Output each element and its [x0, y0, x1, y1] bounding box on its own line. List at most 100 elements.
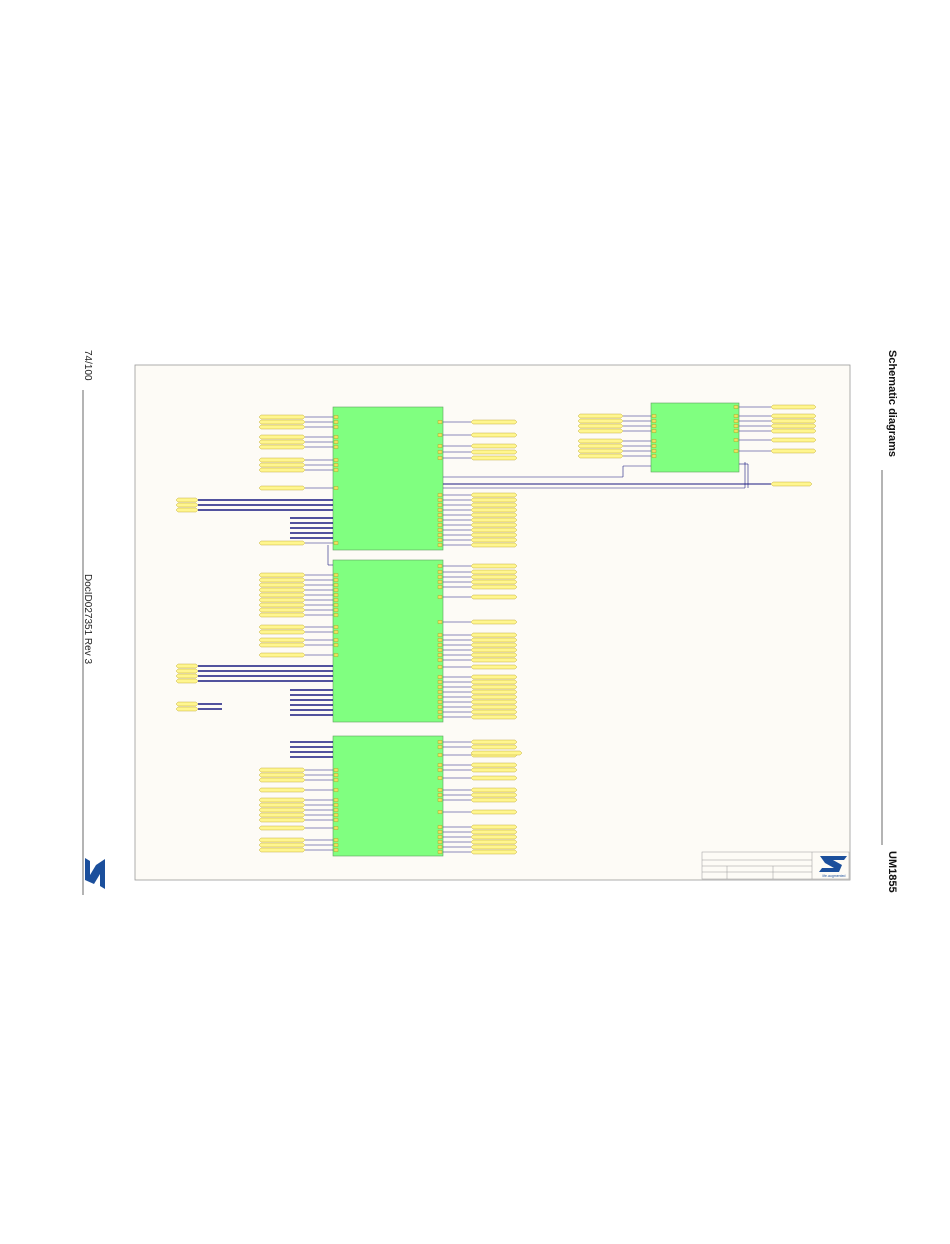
- pin: [733, 424, 739, 428]
- port-label: [258, 797, 306, 803]
- pin: [333, 653, 339, 657]
- port-label: [470, 527, 518, 533]
- pin: [437, 658, 443, 662]
- functional-block: [332, 559, 444, 723]
- port-label: [258, 457, 306, 463]
- pin: [437, 763, 443, 767]
- port-label: [258, 444, 306, 450]
- page-number: 74/100: [82, 350, 93, 381]
- port-label: [258, 842, 306, 848]
- port-label: [470, 647, 518, 653]
- schematic: [175, 402, 817, 857]
- port-label: [175, 673, 199, 679]
- port-label: [258, 597, 306, 603]
- pin: [437, 498, 443, 502]
- pin: [437, 564, 443, 568]
- port-label: [470, 443, 518, 449]
- pin: [437, 595, 443, 599]
- title-box: [701, 851, 850, 880]
- port-label: [470, 809, 518, 815]
- pin: [437, 456, 443, 460]
- port-label: [470, 574, 518, 580]
- port-label: [175, 502, 199, 508]
- pin: [437, 768, 443, 772]
- port-label: [470, 512, 518, 518]
- port-label: [770, 437, 817, 443]
- port-label: [470, 455, 518, 461]
- port-label: [258, 607, 306, 613]
- port-label: [470, 632, 518, 638]
- port-label: [470, 849, 518, 855]
- pin: [437, 585, 443, 589]
- port-label: [258, 424, 306, 430]
- port-label: [175, 663, 199, 669]
- pin: [333, 425, 339, 429]
- port-label: [470, 579, 518, 585]
- pin: [437, 513, 443, 517]
- port-label: [470, 694, 518, 700]
- port-label: [770, 423, 817, 429]
- pin: [333, 440, 339, 444]
- port-label: [470, 792, 518, 798]
- port-label: [577, 413, 624, 419]
- port-label: [470, 652, 518, 658]
- pin: [437, 835, 443, 839]
- port-label: [577, 428, 624, 434]
- pin: [333, 588, 339, 592]
- title-block: [701, 851, 850, 880]
- pin: [333, 848, 339, 852]
- pin: [437, 653, 443, 657]
- port-label: [470, 594, 518, 600]
- port-label: [258, 642, 306, 648]
- pin: [437, 753, 443, 757]
- pin: [437, 850, 443, 854]
- port-label: [770, 481, 813, 487]
- pin: [437, 793, 443, 797]
- pin: [333, 803, 339, 807]
- pin: [333, 838, 339, 842]
- port-label: [258, 777, 306, 783]
- port-label: [258, 812, 306, 818]
- pin: [437, 508, 443, 512]
- logo-tagline: life.augmented: [823, 874, 846, 878]
- port-label: [175, 678, 199, 684]
- port-label: [470, 739, 518, 745]
- port-label: [470, 767, 518, 773]
- pin: [437, 840, 443, 844]
- pin: [437, 810, 443, 814]
- pin: [437, 776, 443, 780]
- port-label: [470, 563, 518, 569]
- port-label: [470, 704, 518, 710]
- port-label: [470, 657, 518, 663]
- pin: [733, 405, 739, 409]
- port-label: [470, 664, 518, 670]
- pin: [333, 445, 339, 449]
- pin: [333, 486, 339, 490]
- port-label: [258, 602, 306, 608]
- pin: [333, 798, 339, 802]
- pin: [333, 603, 339, 607]
- pin: [333, 458, 339, 462]
- port-label: [470, 684, 518, 690]
- port-label: [470, 569, 518, 575]
- port-label: [258, 817, 306, 823]
- port-label: [258, 847, 306, 853]
- pin: [437, 665, 443, 669]
- pin: [437, 633, 443, 637]
- port-label: [470, 797, 518, 803]
- pin: [437, 788, 443, 792]
- pin: [333, 435, 339, 439]
- pin: [333, 788, 339, 792]
- pin: [333, 463, 339, 467]
- pin: [437, 620, 443, 624]
- pin: [437, 523, 443, 527]
- pin: [333, 826, 339, 830]
- port-label: [470, 502, 518, 508]
- port-label: [577, 448, 624, 454]
- pin: [437, 570, 443, 574]
- port-label: [470, 532, 518, 538]
- port-label: [470, 432, 518, 438]
- port-label: [175, 706, 199, 712]
- port-label: [175, 507, 199, 513]
